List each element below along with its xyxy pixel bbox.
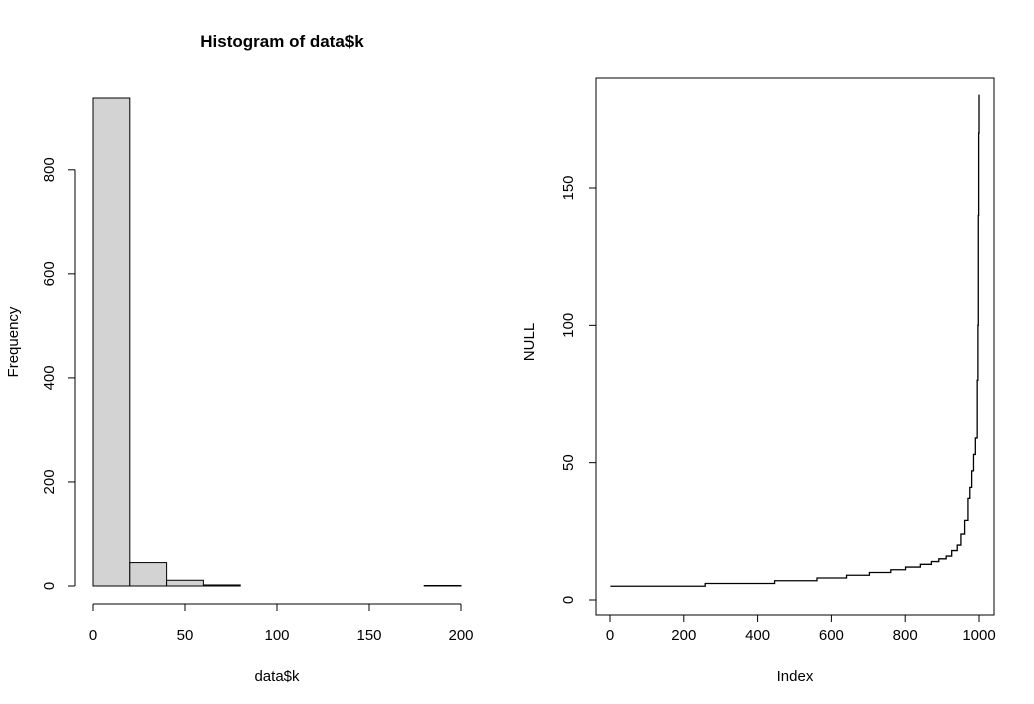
histogram-bar [92, 97, 131, 587]
series-group [610, 94, 980, 587]
series-line [610, 94, 980, 587]
y-tick-label: 150 [560, 175, 577, 200]
chart-title: Histogram of data$k [200, 32, 364, 51]
x-tick-label: 400 [745, 627, 770, 644]
plot-frame [595, 77, 995, 616]
y-tick-label: 50 [560, 454, 577, 471]
y-tick-label: 100 [560, 313, 577, 338]
axes: 0 200 400 600 800 1000 0 50 100 150 [560, 175, 996, 644]
x-tick-label: 150 [356, 627, 381, 644]
histogram-bar [129, 562, 168, 587]
histogram-panel: Histogram of data$k data$k Frequency 0 50… [5, 32, 474, 685]
histogram-bar [202, 584, 241, 587]
x-tick-label: 0 [89, 627, 97, 644]
y-tick-label: 0 [41, 582, 58, 590]
x-tick-label: 50 [177, 627, 194, 644]
x-tick-label: 0 [606, 627, 614, 644]
x-tick-label: 100 [264, 627, 289, 644]
x-tick-label: 1000 [962, 627, 995, 644]
x-axis-label: data$k [254, 668, 300, 685]
y-axis-label: Frequency [5, 306, 22, 377]
x-tick-label: 200 [448, 627, 473, 644]
y-tick-label: 0 [560, 596, 577, 604]
x-tick-label: 200 [671, 627, 696, 644]
x-axis-label: Index [777, 668, 814, 685]
x-tick-label: 800 [893, 627, 918, 644]
index-plot-panel: Index NULL 0 200 400 600 800 1000 0 50 100 150 [521, 77, 996, 685]
x-tick-label: 600 [819, 627, 844, 644]
y-axis-label: NULL [521, 323, 538, 361]
histogram-bar [166, 579, 204, 587]
axes: 0 50 100 150 200 0 200 400 600 800 [41, 157, 474, 644]
y-tick-label: 800 [41, 157, 58, 182]
y-tick-label: 400 [41, 365, 58, 390]
y-tick-label: 600 [41, 261, 58, 286]
y-tick-label: 200 [41, 469, 58, 494]
bar-group [92, 97, 462, 587]
histogram-bar [423, 584, 462, 587]
